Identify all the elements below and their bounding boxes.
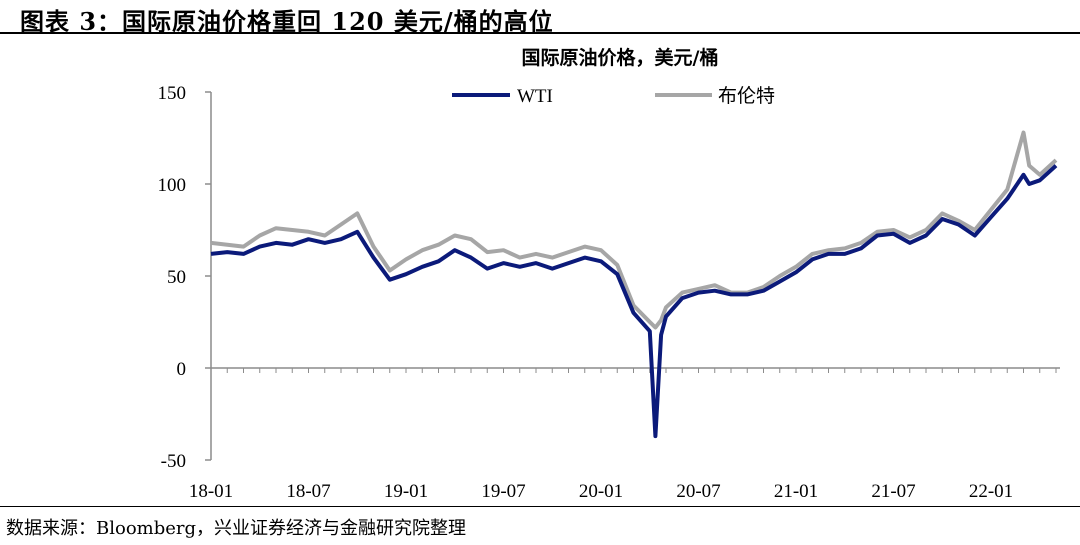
x-tick-label: 20-01 [579,481,623,502]
top-rule [0,32,1080,34]
source-note: 数据来源：Bloomberg，兴业证券经济与金融研究院整理 [6,518,467,539]
y-tick-label: -50 [161,451,186,472]
y-tick-label: 0 [177,359,187,380]
y-tick-label: 50 [167,267,186,288]
x-tick-label: 21-01 [774,481,818,502]
legend-label-brent: 布伦特 [718,85,775,107]
chart-legend: WTI 布伦特 [452,85,775,107]
series-line-brent [210,130,1058,330]
series-line-wti [210,164,1058,439]
x-tick-label: 21-07 [871,481,915,502]
figure-title: 图表 3：国际原油价格重回 120 美元/桶的高位 [20,7,554,36]
x-tick-label: 20-07 [676,481,720,502]
chart-axes: -50 0 50 100 150 18-01 18-07 19-01 19-07 20-01 20-… [158,83,1060,502]
bottom-rule [0,506,1080,507]
y-tick-label: 150 [158,83,187,104]
x-tick-label: 22-01 [969,481,1013,502]
x-tick-label: 18-01 [189,481,233,502]
legend-label-wti: WTI [517,86,553,107]
series-layer [210,130,1058,439]
chart-title: 国际原油价格，美元/桶 [522,46,719,69]
x-tick-label: 18-07 [286,481,330,502]
y-tick-label: 100 [158,175,187,196]
x-tick-label: 19-01 [384,481,428,502]
x-tick-label: 19-07 [481,481,525,502]
oil-price-chart: 国际原油价格，美元/桶 -50 0 50 100 150 18-01 18-07 19-01 1… [158,46,1060,502]
